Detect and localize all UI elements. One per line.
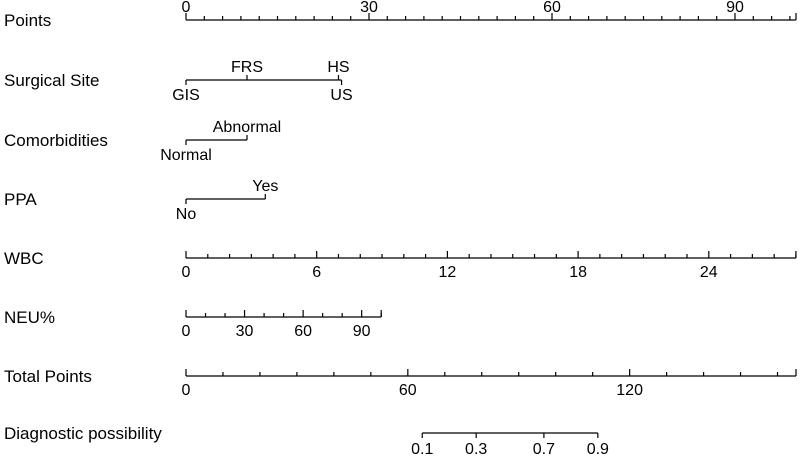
total-points-tick-label: 120	[616, 382, 643, 399]
diagnostic-possibility-tick-label: 0.3	[465, 441, 487, 458]
diagnostic-possibility-tick-label: 0.1	[411, 441, 433, 458]
neu-pct-row-label: NEU%	[4, 308, 55, 327]
points-tick-label: 30	[360, 0, 378, 16]
neu-pct-tick-label: 60	[294, 323, 312, 340]
points-tick-label: 90	[726, 0, 744, 16]
wbc-tick-label: 6	[312, 264, 321, 281]
diagnostic-possibility-tick-label: 0.9	[587, 441, 609, 458]
neu-pct-tick-label: 30	[236, 323, 254, 340]
comorbidities-level-normal: Normal	[160, 147, 212, 164]
diagnostic-possibility-tick-label: 0.7	[533, 441, 555, 458]
wbc-tick-label: 0	[182, 264, 191, 281]
surgical-site-level-hs: HS	[327, 59, 349, 76]
wbc-tick-label: 12	[438, 264, 456, 281]
total-points-tick-label: 0	[182, 382, 191, 399]
total-points-row-label: Total Points	[4, 367, 92, 386]
ppa-level-no: No	[176, 206, 197, 223]
surgical-site-level-frs: FRS	[231, 59, 263, 76]
comorbidities-row-label: Comorbidities	[4, 131, 108, 150]
neu-pct-tick-label: 0	[182, 323, 191, 340]
points-row-label: Points	[4, 11, 51, 30]
wbc-row-label: WBC	[4, 249, 44, 268]
diagnostic-possibility-row-label: Diagnostic possibility	[4, 424, 162, 443]
total-points-tick-label: 60	[399, 382, 417, 399]
comorbidities-level-abnormal: Abnormal	[213, 119, 281, 136]
surgical-site-level-gis: GIS	[172, 87, 200, 104]
neu-pct-tick-label: 90	[353, 323, 371, 340]
ppa-row-label: PPA	[4, 190, 37, 209]
wbc-tick-label: 18	[569, 264, 587, 281]
surgical-site-row-label: Surgical Site	[4, 71, 99, 90]
ppa-level-yes: Yes	[252, 178, 278, 195]
wbc-tick-label: 24	[700, 264, 718, 281]
points-tick-label: 60	[543, 0, 561, 16]
points-tick-label: 0	[182, 0, 191, 16]
surgical-site-level-us: US	[330, 87, 352, 104]
